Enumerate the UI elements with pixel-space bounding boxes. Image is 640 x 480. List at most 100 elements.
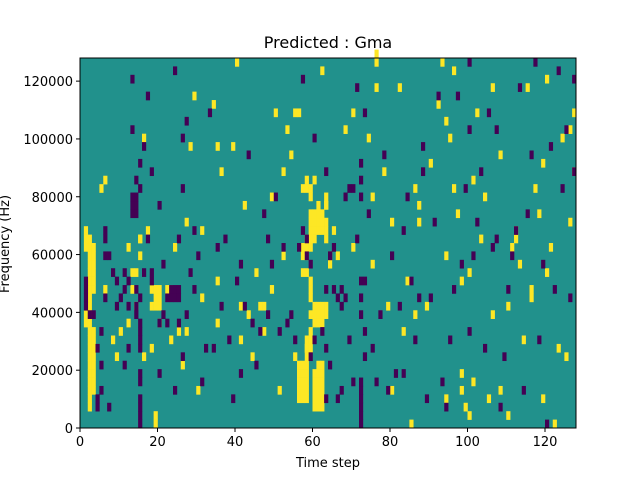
heatmap-cell-high xyxy=(343,125,348,134)
heatmap-cell-high xyxy=(304,352,309,362)
heatmap-cell-low xyxy=(382,150,387,160)
heatmap-cell-high xyxy=(87,293,92,303)
heatmap-cell-high xyxy=(312,394,317,404)
heatmap-cell-high xyxy=(320,360,325,370)
heatmap-cell-low xyxy=(138,343,143,353)
heatmap-cell-low xyxy=(134,285,139,294)
heatmap-cell-low xyxy=(130,192,135,202)
heatmap-cell-high xyxy=(188,142,193,151)
heatmap-cell-low xyxy=(180,184,185,193)
heatmap-cell-high xyxy=(312,402,317,412)
heatmap-cell-low xyxy=(138,419,143,429)
heatmap-cell-high xyxy=(250,352,255,362)
heatmap-cell-high xyxy=(242,200,247,210)
heatmap-cell-high xyxy=(130,268,135,277)
heatmap-cell-high xyxy=(238,301,244,311)
heatmap-cell-high xyxy=(142,352,147,362)
heatmap-cell-low xyxy=(308,259,313,269)
heatmap-cell-high xyxy=(169,335,174,345)
heatmap-cell-low xyxy=(502,352,507,362)
heatmap-cell-high xyxy=(351,108,356,118)
heatmap-cell-low xyxy=(335,293,340,303)
heatmap-cell-low xyxy=(359,192,364,202)
plot-area xyxy=(80,49,577,429)
heatmap-cell-high xyxy=(467,268,472,277)
heatmap-cell-high xyxy=(153,419,158,429)
heatmap-cell-high xyxy=(537,209,542,219)
heatmap-cell-low xyxy=(293,335,298,345)
heatmap-cell-high xyxy=(541,158,546,168)
heatmap-cell-low xyxy=(347,184,352,193)
heatmap-cell-high xyxy=(316,394,321,404)
heatmap-cell-low xyxy=(176,293,182,303)
heatmap-cell-low xyxy=(149,167,154,177)
heatmap-cell-high xyxy=(320,377,325,387)
heatmap-cell-low xyxy=(138,402,143,412)
heatmap-cell-high xyxy=(409,419,414,429)
heatmap-cell-high xyxy=(87,285,92,294)
heatmap-cell-high xyxy=(490,83,495,92)
heatmap-cell-low xyxy=(490,243,495,252)
heatmap-cell-low xyxy=(324,343,329,353)
heatmap-cell-high xyxy=(424,301,430,311)
heatmap-cell-high xyxy=(157,293,162,303)
heatmap-cell-high xyxy=(308,293,313,303)
heatmap-cell-low xyxy=(568,293,573,303)
heatmap-cell-low xyxy=(401,226,406,235)
heatmap-cell-low xyxy=(107,402,112,412)
heatmap-cell-low xyxy=(130,74,135,84)
heatmap-cell-low xyxy=(285,318,290,328)
heatmap-cell-high xyxy=(300,369,306,378)
heatmap-cell-low xyxy=(142,142,147,151)
heatmap-cell-low xyxy=(138,318,143,328)
heatmap-cell-high xyxy=(262,301,267,311)
heatmap-cell-low xyxy=(242,301,247,311)
heatmap-cell-high xyxy=(545,268,550,277)
heatmap-cell-low xyxy=(180,133,185,143)
heatmap-cell-high xyxy=(390,217,395,227)
heatmap-cell-low xyxy=(351,184,356,193)
heatmap-cell-low xyxy=(328,251,333,261)
heatmap-cell-high xyxy=(153,411,158,420)
heatmap-cell-high xyxy=(300,251,306,261)
heatmap-cell-low xyxy=(204,343,209,353)
heatmap-cell-low xyxy=(359,394,364,404)
heatmap-cell-low xyxy=(95,394,100,404)
heatmap-cell-low xyxy=(339,301,344,311)
heatmap-cell-low xyxy=(157,369,162,378)
heatmap-cell-low xyxy=(521,385,526,395)
heatmap-cell-low xyxy=(95,402,100,412)
heatmap-cell-low xyxy=(145,234,151,244)
heatmap-cell-high xyxy=(417,217,422,227)
heatmap-cell-high xyxy=(459,276,464,286)
heatmap-cell-low xyxy=(405,192,410,202)
heatmap-cell-high xyxy=(506,301,511,311)
heatmap-cell-low xyxy=(312,133,317,143)
heatmap-cell-high xyxy=(498,150,503,160)
heatmap-cell-low xyxy=(560,184,565,193)
heatmap-cell-high xyxy=(452,66,457,76)
heatmap-cell-high xyxy=(87,377,92,387)
heatmap-cell-high xyxy=(308,226,313,235)
heatmap-cell-high xyxy=(564,352,569,362)
heatmap-cell-high xyxy=(157,301,162,311)
heatmap-cell-high xyxy=(316,360,321,370)
heatmap-cell-high xyxy=(328,259,333,269)
heatmap-cell-low xyxy=(401,369,406,378)
heatmap-cell-high xyxy=(87,352,92,362)
heatmap-cell-high xyxy=(316,301,321,311)
heatmap-cell-high xyxy=(293,352,298,362)
heatmap-cell-high xyxy=(87,369,92,378)
heatmap-cell-high xyxy=(370,192,375,202)
heatmap-cell-high xyxy=(87,385,92,395)
heatmap-cell-low xyxy=(130,125,135,134)
heatmap-cell-low xyxy=(122,268,127,277)
heatmap-cell-low xyxy=(83,285,89,294)
heatmap-cell-low xyxy=(448,335,453,345)
heatmap-cell-low xyxy=(362,327,368,336)
x-axis: 0 20 40 60 80 100 120 xyxy=(76,428,557,450)
heatmap-cell-low xyxy=(300,74,306,84)
heatmap-cell-low xyxy=(134,301,139,311)
heatmap-cell-high xyxy=(118,327,123,336)
heatmap-cell-high xyxy=(316,226,321,235)
